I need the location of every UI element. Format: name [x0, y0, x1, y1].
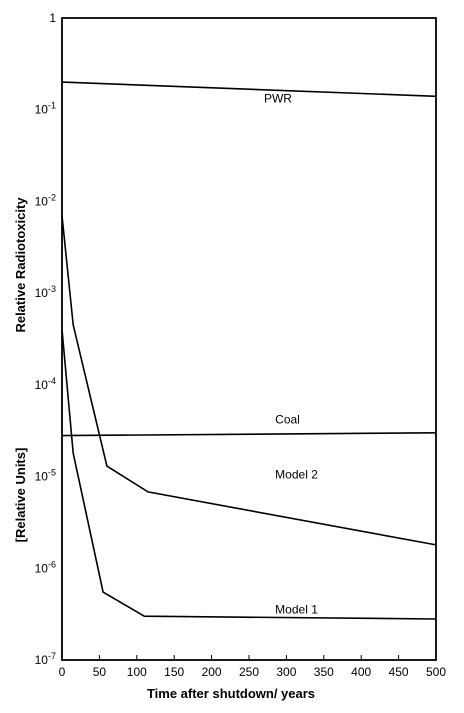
- y-tick-label: 10-1: [35, 101, 56, 117]
- y-tick-mantissa: 10: [35, 378, 49, 392]
- x-tick-label: 100: [127, 665, 147, 679]
- series-label-pwr: PWR: [264, 91, 292, 105]
- series-labels: PWR Coal Model 2 Model 1: [264, 91, 318, 616]
- x-axis-title: Time after shutdown/ years: [147, 686, 315, 701]
- x-tick-label: 0: [59, 665, 66, 679]
- series-lines: [61, 81, 437, 620]
- y-tick-mantissa: 10: [35, 470, 49, 484]
- y-tick-exponent: -7: [48, 651, 56, 661]
- series-line-model-2: [61, 215, 437, 546]
- plot-frame: [61, 17, 437, 661]
- series-label-model-1: Model 1: [275, 603, 318, 617]
- y-tick-exponent: -4: [48, 376, 56, 386]
- y-tick-mantissa: 10: [35, 561, 49, 575]
- y-tick-exponent: -5: [48, 468, 56, 478]
- y-tick-exponent: -6: [48, 559, 56, 569]
- y-tick-exponent: -1: [48, 101, 56, 111]
- x-tick-label: 300: [276, 665, 296, 679]
- series-line-coal: [61, 432, 437, 437]
- x-tick-label: 500: [426, 665, 446, 679]
- y-tick-mantissa: 10: [35, 103, 49, 117]
- y-tick-label: 10-2: [35, 192, 56, 208]
- series-line-model-1: [61, 329, 437, 620]
- series-label-model-2: Model 2: [275, 468, 318, 482]
- y-axis-units: [Relative Units]: [13, 448, 28, 543]
- series-label-coal: Coal: [275, 412, 300, 426]
- y-tick-exponent: -3: [48, 284, 56, 294]
- x-axis-ticks: 0 50 100 150 200 250 300 350 400 450 500: [59, 655, 446, 679]
- y-tick-label: 10-3: [35, 284, 56, 300]
- y-tick-label: 10-7: [35, 651, 56, 667]
- x-tick-label: 250: [239, 665, 259, 679]
- y-tick-label: 1: [49, 11, 56, 25]
- y-tick-label: 10-5: [35, 468, 56, 484]
- y-axis-ticks: 110-110-210-310-410-510-610-7: [35, 11, 57, 667]
- y-tick-mantissa: 10: [35, 286, 49, 300]
- y-tick-exponent: -2: [48, 192, 56, 202]
- y-tick-label: 10-6: [35, 559, 56, 575]
- y-axis-title: Relative Radiotoxicity: [13, 197, 28, 333]
- x-tick-label: 400: [351, 665, 371, 679]
- y-tick-label: 10-4: [35, 376, 56, 392]
- series-line-pwr: [61, 81, 437, 98]
- y-tick-mantissa: 1: [49, 11, 56, 25]
- x-tick-label: 50: [93, 665, 107, 679]
- x-tick-label: 350: [314, 665, 334, 679]
- x-tick-label: 200: [202, 665, 222, 679]
- x-tick-label: 450: [389, 665, 409, 679]
- y-tick-mantissa: 10: [35, 653, 49, 667]
- y-tick-mantissa: 10: [35, 194, 49, 208]
- x-tick-label: 150: [164, 665, 184, 679]
